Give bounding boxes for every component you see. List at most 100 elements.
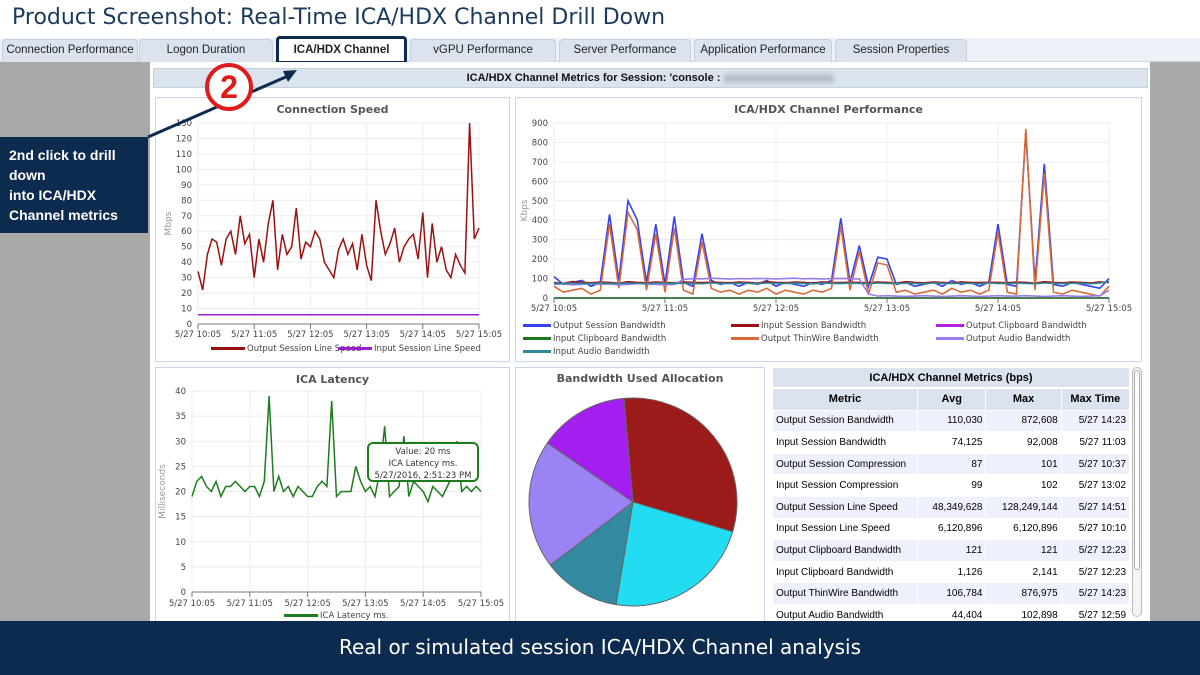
series-line-output-thinwire-bandwidth[interactable]	[553, 128, 1110, 297]
tab-server-performance[interactable]: Server Performance	[559, 39, 691, 62]
pie-slice[interactable]	[528, 442, 634, 566]
y-tick-label: 400	[532, 216, 548, 226]
max-time-cell: 5/27 10:10	[1060, 517, 1130, 541]
column-header[interactable]: Metric	[772, 388, 918, 411]
metric-cell: Output Session Compression	[772, 452, 918, 476]
avg-cell: 106,784	[916, 582, 987, 605]
x-tick-label: 5/27 10:05	[175, 330, 221, 340]
max-time-cell: 5/27 13:02	[1060, 474, 1130, 497]
metrics-table: Metric Avg Max Max Time Output Session Bandw…	[772, 388, 1130, 620]
metric-cell: Input Session Bandwidth	[772, 431, 918, 454]
y-tick-label: 30	[175, 437, 186, 447]
channel-performance-chart: ICA/HDX Channel Performance 0 100 200 300 400…	[515, 97, 1142, 362]
y-axis-label: Milliseconds	[158, 464, 168, 519]
legend-label[interactable]: ICA Latency ms.	[320, 611, 389, 621]
table-row: Output ThinWire Bandwidth 106,784 876,975 5…	[772, 582, 1130, 605]
y-tick-label: 120	[176, 134, 192, 144]
legend-swatch	[523, 324, 551, 327]
max-cell: 92,008	[985, 431, 1062, 454]
y-axis-label: Mbps	[164, 211, 174, 235]
series-line-output-session-bandwidth[interactable]	[553, 132, 1110, 290]
tab-session-properties[interactable]: Session Properties	[835, 39, 967, 62]
y-tick-label: 700	[532, 158, 548, 168]
tab-ica-hdx-channel[interactable]: ICA/HDX Channel	[276, 36, 407, 64]
y-tick-label: 300	[532, 236, 548, 246]
table-row: Output Clipboard Bandwidth 121 121 5/27 12:…	[772, 539, 1130, 562]
y-tick-label: 20	[175, 488, 186, 498]
legend-label[interactable]: Output Audio Bandwidth	[966, 334, 1070, 344]
legend-label[interactable]: Input Clipboard Bandwidth	[553, 334, 666, 344]
column-header[interactable]: Max	[985, 388, 1062, 411]
chart-tooltip: Value: 20 ms ICA Latency ms. 5/27/2016, …	[367, 442, 479, 482]
column-header[interactable]: Max Time	[1060, 388, 1130, 411]
pie-slice[interactable]	[623, 397, 738, 533]
metric-cell: Output Clipboard Bandwidth	[772, 539, 918, 562]
series-line-ica-latency-ms-[interactable]	[191, 395, 482, 504]
tooltip-series: ICA Latency ms.	[388, 459, 458, 469]
metric-cell: Output Audio Bandwidth	[772, 603, 918, 620]
max-cell: 872,608	[985, 409, 1062, 433]
table-row: Output Session Compression 87 101 5/27 10:3…	[772, 452, 1130, 476]
tab-vgpu-performance[interactable]: vGPU Performance	[410, 39, 556, 62]
max-time-cell: 5/27 10:37	[1060, 452, 1130, 476]
legend-swatch	[936, 337, 964, 340]
series-line-input-audio-bandwidth[interactable]	[553, 280, 1110, 285]
pie-slice[interactable]	[615, 501, 734, 607]
max-time-cell: 5/27 14:23	[1060, 582, 1130, 605]
x-tick-label: 5/27 13:05	[864, 304, 910, 314]
x-tick-label: 5/27 15:05	[458, 599, 504, 609]
legend-swatch	[731, 337, 759, 340]
tab-connection-performance[interactable]: Connection Performance	[2, 39, 138, 62]
column-header[interactable]: Avg	[916, 388, 987, 411]
pie-slice[interactable]	[549, 500, 634, 606]
legend-label[interactable]: Input Session Bandwidth	[761, 321, 866, 331]
table-row: Input Clipboard Bandwidth 1,126 2,141 5/27 …	[772, 560, 1130, 584]
legend-label[interactable]: Output Session Line Speed	[247, 344, 361, 354]
table-row: Output Session Bandwidth 110,030 872,608 5/…	[772, 409, 1130, 433]
max-cell: 102	[985, 474, 1062, 497]
y-tick-label: 90	[181, 181, 192, 191]
max-cell: 2,141	[985, 560, 1062, 584]
y-tick-label: 100	[532, 275, 548, 285]
legend-label[interactable]: Output ThinWire Bandwidth	[761, 334, 879, 344]
ica-latency-chart: ICA Latency 0 5 10 15 20 25 30 35 40 5/27 10:05 5/2…	[155, 367, 510, 623]
avg-cell: 87	[916, 452, 987, 476]
max-time-cell: 5/27 14:23	[1060, 409, 1130, 433]
y-tick-label: 80	[181, 196, 192, 206]
max-cell: 876,975	[985, 582, 1062, 605]
table-row: Input Session Compression 99 102 5/27 13:02	[772, 474, 1130, 497]
metric-cell: Output ThinWire Bandwidth	[772, 582, 918, 605]
tab-logon-duration[interactable]: Logon Duration	[139, 39, 273, 62]
avg-cell: 110,030	[916, 409, 987, 433]
callout-line-1: 2nd click to drill down	[9, 147, 116, 183]
x-tick-label: 5/27 14:05	[400, 330, 446, 340]
y-tick-label: 130	[176, 119, 192, 129]
y-tick-label: 5	[181, 563, 186, 573]
table-scrollbar[interactable]	[1132, 367, 1142, 617]
tab-bar: Connection Performance Logon Duration ICA/…	[0, 36, 1200, 64]
y-tick-label: 30	[181, 274, 192, 284]
chart-title: ICA Latency	[295, 373, 370, 386]
legend-swatch	[523, 337, 551, 340]
x-tick-label: 5/27 14:05	[400, 599, 446, 609]
tab-application-performance[interactable]: Application Performance	[694, 39, 832, 62]
legend-label[interactable]: Input Session Line Speed	[374, 344, 481, 354]
series-line-output-session-line-speed[interactable]	[197, 122, 480, 291]
legend-swatch	[338, 347, 372, 350]
pie-slice[interactable]	[546, 397, 634, 504]
tooltip-time: 5/27/2016, 2:51:23 PM	[374, 471, 472, 481]
max-cell: 101	[985, 452, 1062, 476]
chart-title: Bandwidth Used Allocation	[556, 372, 724, 385]
y-tick-label: 200	[532, 255, 548, 265]
max-time-cell: 5/27 11:03	[1060, 431, 1130, 454]
y-tick-label: 20	[181, 289, 192, 299]
legend-label[interactable]: Output Session Bandwidth	[553, 321, 666, 331]
legend-label[interactable]: Output Clipboard Bandwidth	[966, 321, 1087, 331]
x-tick-label: 5/27 11:05	[227, 599, 273, 609]
scrollbar-thumb[interactable]	[1134, 370, 1140, 570]
legend-label[interactable]: Input Audio Bandwidth	[553, 347, 650, 357]
callout-line-2: into ICA/HDX Channel metrics	[9, 187, 118, 223]
step-number-badge: 2	[205, 63, 253, 111]
y-tick-label: 500	[532, 197, 548, 207]
y-tick-label: 0	[187, 320, 192, 330]
